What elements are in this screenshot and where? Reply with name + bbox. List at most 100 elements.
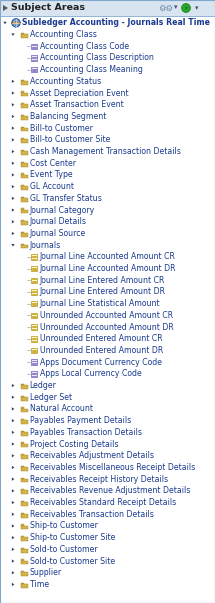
Text: Ship-to Customer Site: Ship-to Customer Site [29,533,115,542]
Text: ⚙⚙: ⚙⚙ [158,4,173,13]
Bar [0,0,215,16]
Bar [31,348,37,353]
Bar [31,67,37,72]
Bar [21,584,28,588]
Bar [21,479,28,482]
Bar [21,431,24,432]
Bar [31,312,37,318]
Polygon shape [3,5,8,11]
Text: Time: Time [29,580,49,589]
Bar [21,467,28,471]
Bar [21,33,24,34]
Text: Receivables Adjustment Details: Receivables Adjustment Details [29,451,154,460]
Polygon shape [12,138,14,142]
Polygon shape [12,173,14,177]
Bar [31,301,37,306]
Text: ▾: ▾ [185,5,187,10]
Bar [21,151,28,155]
Polygon shape [12,80,14,83]
Bar [21,197,24,198]
Bar [21,186,28,190]
Text: Natural Account: Natural Account [29,405,92,414]
Bar [21,92,24,93]
Bar [21,444,28,447]
Text: Journals: Journals [29,241,61,250]
Bar [21,583,24,584]
Polygon shape [12,454,14,458]
Bar [21,93,28,96]
Text: Sold-to Customer Site: Sold-to Customer Site [29,557,115,566]
Polygon shape [12,209,14,212]
Bar [21,409,28,412]
Bar [21,560,24,561]
Polygon shape [12,560,14,563]
Text: Sold-to Customer: Sold-to Customer [29,545,97,554]
Bar [21,115,24,116]
Bar [21,232,24,233]
Bar [31,43,37,49]
Bar [21,396,24,397]
Polygon shape [12,524,14,528]
Bar [21,116,28,120]
Text: Accounting Class Meaning: Accounting Class Meaning [40,65,142,74]
Bar [21,34,28,38]
Circle shape [13,20,18,25]
Text: Accounting Class: Accounting Class [29,30,96,39]
Bar [21,561,28,564]
Text: Journal Line Statistical Amount: Journal Line Statistical Amount [40,299,160,308]
Polygon shape [12,582,14,586]
Bar [31,324,37,330]
Circle shape [12,19,20,27]
Text: Receivables Revenue Adjustment Details: Receivables Revenue Adjustment Details [29,487,190,495]
Bar [21,174,28,178]
Polygon shape [12,571,14,575]
Polygon shape [12,162,14,165]
Text: Journal Category: Journal Category [29,206,95,215]
Text: Receivables Transaction Details: Receivables Transaction Details [29,510,153,519]
Bar [21,513,24,514]
Text: Event Type: Event Type [29,171,72,180]
Polygon shape [12,127,14,130]
Bar [21,397,28,400]
Text: Supplier: Supplier [29,568,62,577]
Polygon shape [12,220,14,224]
Text: Unrounded Accounted Amount DR: Unrounded Accounted Amount DR [40,323,173,332]
Text: Accounting Status: Accounting Status [29,77,101,86]
Bar [21,501,24,502]
Text: Receivables Standard Receipt Details: Receivables Standard Receipt Details [29,498,176,507]
Text: Accounting Class Code: Accounting Class Code [40,42,129,51]
Polygon shape [12,407,14,411]
Bar [21,536,24,537]
Text: Unrounded Entered Amount CR: Unrounded Entered Amount CR [40,334,162,343]
Text: Subledger Accounting - Journals Real Time: Subledger Accounting - Journals Real Tim… [22,18,209,27]
Polygon shape [12,115,14,118]
Text: Project Costing Details: Project Costing Details [29,440,118,449]
Circle shape [181,4,190,13]
Text: Unrounded Accounted Amount CR: Unrounded Accounted Amount CR [40,311,173,320]
Bar [21,138,24,140]
Bar [21,419,24,420]
Text: GL Transfer Status: GL Transfer Status [29,194,101,203]
Polygon shape [12,478,14,481]
Bar [21,490,28,494]
Bar [31,289,37,295]
Text: Journal Details: Journal Details [29,217,86,226]
Bar [21,572,28,576]
Bar [21,221,28,225]
Text: Journal Line Entered Amount CR: Journal Line Entered Amount CR [40,276,165,285]
Bar [21,454,24,456]
Polygon shape [12,536,14,539]
Bar [21,408,24,409]
Bar [31,336,37,341]
Text: ▾: ▾ [195,5,198,11]
Polygon shape [12,197,14,200]
Text: Asset Transaction Event: Asset Transaction Event [29,100,123,109]
Bar [31,359,37,365]
Bar [21,548,24,549]
Bar [31,266,37,271]
Text: Unrounded Entered Amount DR: Unrounded Entered Amount DR [40,346,163,355]
Bar [21,549,28,552]
Bar [21,174,24,175]
Bar [21,466,24,467]
Bar [21,139,28,143]
